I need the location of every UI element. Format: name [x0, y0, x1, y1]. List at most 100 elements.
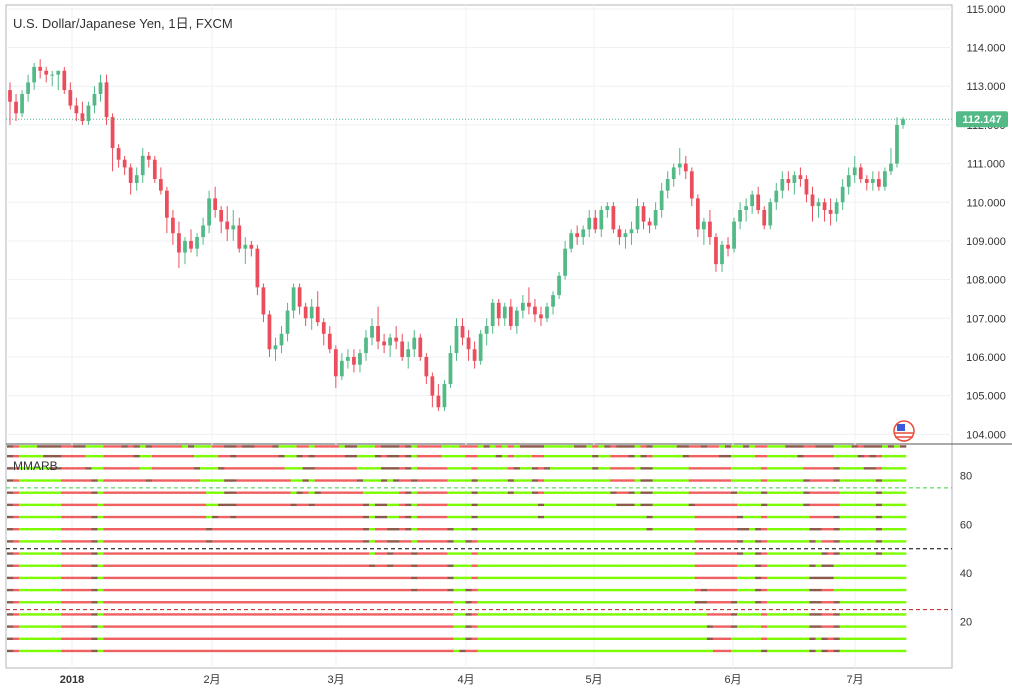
- candle-body: [400, 341, 405, 357]
- candle-body: [611, 206, 616, 230]
- candle: [418, 333, 423, 361]
- candle-body: [738, 209, 742, 222]
- candle-body: [376, 326, 380, 342]
- candle: [677, 148, 682, 176]
- candle-body: [165, 190, 169, 218]
- grid: [6, 5, 952, 668]
- candle: [62, 66, 67, 94]
- flag-icon[interactable]: [893, 420, 915, 442]
- candle: [689, 167, 694, 207]
- candle: [249, 240, 254, 257]
- candle-body: [617, 229, 622, 238]
- candle: [870, 171, 875, 191]
- chart-title: U.S. Dollar/Japanese Yen, 1日, FXCM: [13, 16, 233, 31]
- candle-body: [484, 326, 489, 334]
- candle: [400, 333, 405, 361]
- date-tick-label: 7月: [846, 674, 863, 686]
- candle: [768, 198, 773, 230]
- candle: [876, 171, 881, 191]
- candle: [32, 63, 37, 91]
- candle-body: [502, 306, 507, 319]
- candle: [496, 298, 501, 327]
- candle-body: [460, 326, 465, 338]
- candle: [864, 175, 869, 191]
- candle: [279, 326, 284, 354]
- candle-body: [104, 82, 109, 118]
- candle: [521, 295, 525, 319]
- candle-body: [798, 175, 803, 180]
- candle: [382, 333, 386, 354]
- candle: [527, 287, 531, 315]
- candle-body: [134, 175, 139, 183]
- candle-body: [279, 333, 284, 346]
- candle: [798, 167, 803, 187]
- candle: [472, 341, 477, 369]
- candle: [611, 202, 616, 234]
- candle: [659, 182, 664, 218]
- candle-body: [110, 117, 115, 149]
- candle-body: [490, 302, 495, 327]
- candle: [346, 349, 350, 369]
- candle: [466, 329, 471, 361]
- candle: [792, 171, 797, 195]
- candle: [840, 179, 845, 210]
- candle-body: [822, 202, 827, 210]
- candle-body: [496, 302, 501, 319]
- candle: [38, 59, 43, 79]
- candle-body: [412, 337, 417, 350]
- candle-body: [352, 356, 356, 365]
- candle: [309, 298, 314, 330]
- candle: [388, 333, 392, 357]
- candle-body: [840, 186, 845, 203]
- candle-body: [720, 244, 724, 265]
- candle: [539, 306, 543, 327]
- candle: [358, 349, 362, 373]
- date-tick-label: 3月: [327, 674, 344, 686]
- candle: [726, 237, 730, 257]
- candle: [858, 163, 863, 183]
- candle: [140, 148, 145, 183]
- candle-body: [623, 233, 628, 238]
- candle: [237, 217, 242, 253]
- candle: [605, 202, 610, 218]
- candle-body: [689, 171, 694, 199]
- candle-body: [327, 333, 332, 350]
- price-tick-label: 107.000: [966, 313, 1006, 325]
- candle-body: [726, 244, 730, 249]
- candle-body: [201, 225, 205, 238]
- candle-body: [430, 376, 435, 396]
- candle: [285, 302, 290, 342]
- candle: [273, 337, 278, 361]
- candle-body: [653, 209, 658, 226]
- candle-body: [762, 209, 767, 226]
- candle: [122, 155, 127, 176]
- candle-body: [128, 167, 133, 183]
- candle: [364, 329, 368, 361]
- candle-body: [56, 70, 61, 75]
- candle: [195, 233, 199, 257]
- candle-body: [514, 310, 519, 327]
- candle-body: [846, 175, 851, 187]
- candle: [852, 155, 857, 183]
- candle-body: [62, 70, 67, 91]
- candle-body: [605, 206, 610, 210]
- candle-body: [243, 244, 248, 249]
- candle-body: [834, 202, 839, 214]
- candle: [816, 198, 821, 218]
- candle-body: [189, 240, 193, 249]
- candle-body: [569, 233, 574, 249]
- candle-body: [780, 179, 785, 191]
- candle: [98, 74, 103, 102]
- candle-body: [876, 179, 881, 187]
- candle-body: [309, 306, 314, 319]
- candle: [110, 113, 115, 172]
- flag-icon-canton: [897, 424, 905, 431]
- candle-body: [237, 225, 242, 249]
- last-price-tag: 112.147: [956, 111, 1008, 128]
- candle: [708, 209, 712, 245]
- candle: [424, 353, 429, 385]
- candle-body: [382, 341, 386, 346]
- candle-body: [901, 119, 905, 125]
- last-price-tag-bg: [956, 111, 1008, 128]
- candle: [104, 74, 109, 125]
